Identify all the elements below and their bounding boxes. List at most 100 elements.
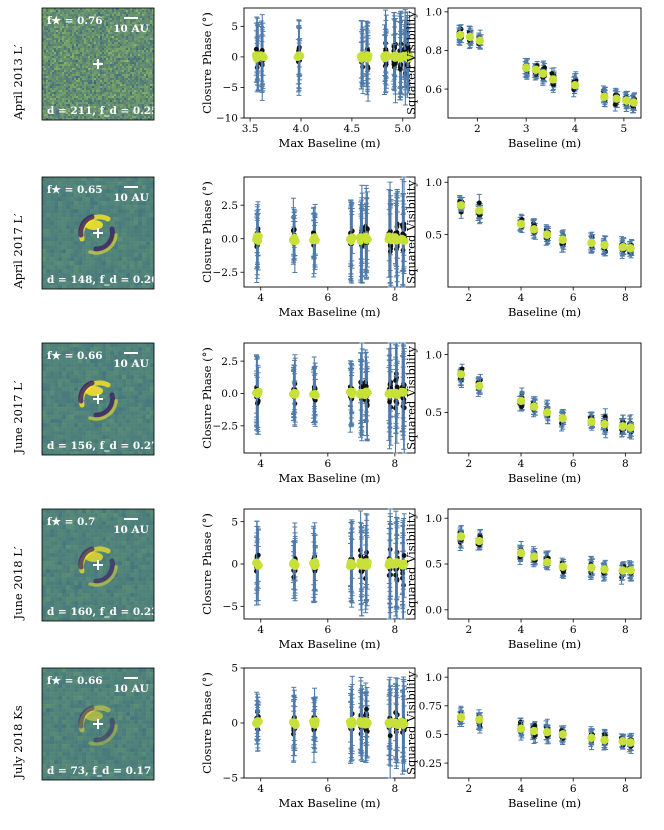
image-noise-pixel [130, 48, 133, 51]
image-noise-pixel [66, 26, 69, 29]
image-noise-pixel [140, 74, 143, 77]
image-noise-pixel [74, 102, 77, 105]
image-noise-pixel [136, 10, 139, 13]
vis-model-point [475, 36, 484, 46]
image-noise-pixel [144, 14, 147, 17]
image-noise-pixel [54, 26, 57, 29]
image-noise-pixel [102, 108, 105, 111]
image-noise-pixel [150, 102, 153, 105]
image-noise-pixel [116, 78, 119, 81]
image-noise-pixel [98, 116, 101, 119]
image-noise-pixel [70, 90, 73, 93]
image-noise-pixel [70, 72, 73, 75]
phase-ytick-label: −10 [216, 113, 238, 125]
image-noise-pixel [122, 56, 125, 59]
image-noise-pixel [116, 110, 119, 113]
image-noise-pixel [114, 78, 117, 81]
image-noise-pixel [144, 62, 147, 65]
image-noise-pixel [122, 100, 125, 103]
image-noise-pixel [82, 64, 85, 67]
image-noise-pixel [128, 20, 131, 23]
image-noise-pixel [100, 64, 103, 67]
image-noise-pixel [50, 209, 55, 214]
image-noise-pixel [54, 8, 57, 11]
image-noise-pixel [148, 42, 151, 45]
image-noise-pixel [114, 50, 117, 53]
image-noise-pixel [60, 106, 63, 109]
image-noise-pixel [62, 44, 65, 47]
image-noise-pixel [94, 72, 97, 75]
image-noise-pixel [144, 10, 147, 13]
image-noise-pixel [100, 78, 103, 81]
image-noise-pixel [52, 86, 55, 89]
image-noise-pixel [140, 108, 143, 111]
image-noise-pixel [146, 54, 149, 57]
image-noise-pixel [92, 88, 95, 91]
image-noise-pixel [120, 34, 123, 37]
image-noise-pixel [110, 217, 115, 222]
image-noise-pixel [112, 96, 115, 99]
image-noise-pixel [64, 66, 67, 69]
image-noise-pixel [118, 8, 121, 11]
image-noise-pixel [54, 78, 57, 81]
image-noise-pixel [100, 74, 103, 77]
image-noise-pixel [126, 10, 129, 13]
image-noise-pixel [100, 12, 103, 15]
image-noise-pixel [114, 28, 117, 31]
image-noise-pixel [50, 100, 53, 103]
image-noise-pixel [66, 189, 71, 194]
image-noise-pixel [56, 68, 59, 71]
image-noise-pixel [112, 20, 115, 23]
image-noise-pixel [98, 54, 101, 57]
image-noise-pixel [102, 30, 105, 33]
image-noise-pixel [66, 34, 69, 37]
image-noise-pixel [46, 38, 49, 41]
image-noise-pixel [42, 233, 47, 238]
image-noise-pixel [94, 44, 97, 47]
image-noise-pixel [134, 98, 137, 101]
image-noise-pixel [130, 70, 133, 73]
image-noise-pixel [46, 92, 49, 95]
image-noise-pixel [66, 78, 69, 81]
image-noise-pixel [116, 38, 119, 41]
image-noise-pixel [52, 16, 55, 19]
image-noise-pixel [86, 114, 89, 117]
image-noise-pixel [48, 8, 51, 11]
image-noise-pixel [88, 72, 91, 75]
image-noise-pixel [82, 70, 85, 73]
image-noise-pixel [120, 86, 123, 89]
image-noise-pixel [62, 48, 65, 51]
image-noise-pixel [66, 253, 71, 258]
image-noise-pixel [46, 181, 51, 186]
image-noise-pixel [74, 112, 77, 115]
image-noise-pixel [58, 54, 61, 57]
image-noise-pixel [48, 106, 51, 109]
image-noise-pixel [142, 68, 145, 71]
image-noise-pixel [54, 205, 59, 210]
image-noise-pixel [74, 68, 77, 71]
image-noise-pixel [122, 116, 125, 119]
image-noise-pixel [42, 261, 47, 266]
image-noise-pixel [74, 84, 77, 87]
image-noise-pixel [42, 54, 45, 57]
image-noise-pixel [54, 98, 57, 101]
image-noise-pixel [144, 70, 147, 73]
image-noise-pixel [48, 108, 51, 111]
image-noise-pixel [80, 72, 83, 75]
image-noise-pixel [148, 12, 151, 15]
image-noise-pixel [78, 82, 81, 85]
image-noise-pixel [58, 72, 61, 75]
image-noise-pixel [52, 26, 55, 29]
image-noise-pixel [106, 50, 109, 53]
image-noise-pixel [62, 100, 65, 103]
image-noise-pixel [146, 90, 149, 93]
image-noise-pixel [100, 48, 103, 51]
image-noise-pixel [124, 32, 127, 35]
image-noise-pixel [46, 265, 51, 270]
image-noise-pixel [150, 64, 153, 67]
image-noise-pixel [144, 114, 147, 117]
image-noise-pixel [76, 86, 79, 89]
image-noise-pixel [82, 26, 85, 29]
image-noise-pixel [50, 221, 55, 226]
image-noise-pixel [116, 32, 119, 35]
